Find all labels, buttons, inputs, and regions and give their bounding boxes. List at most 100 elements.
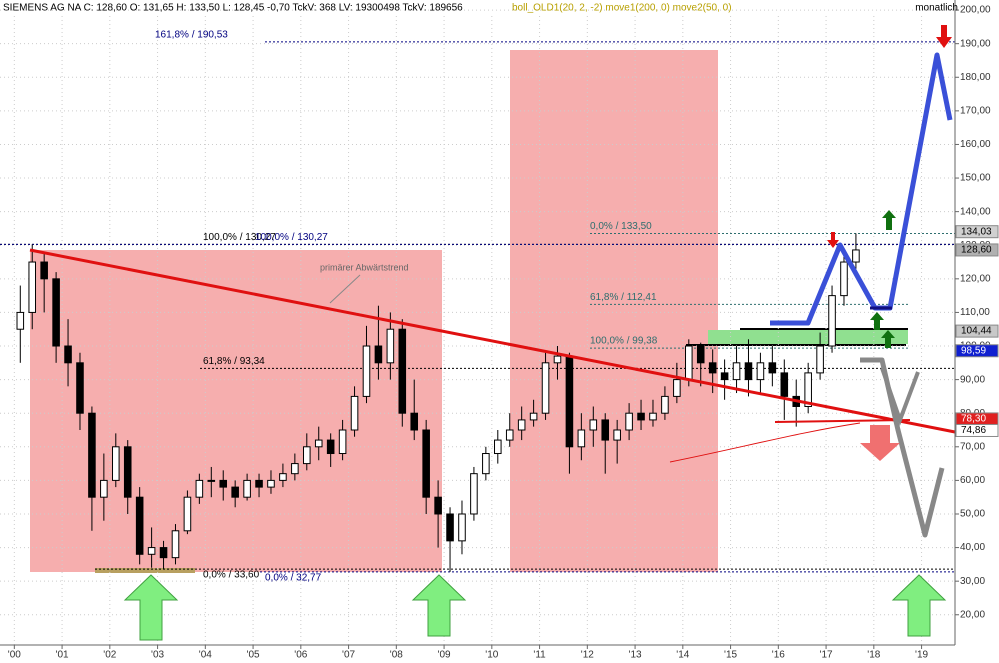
candle-body <box>685 345 693 381</box>
arrow-up <box>891 574 947 637</box>
fib-label: 0,0% / 133,50 <box>590 221 652 232</box>
zone-line <box>740 328 908 330</box>
candle-body <box>529 412 538 421</box>
y-tick-label: 30,00 <box>960 576 985 587</box>
x-tick-label: '07 <box>342 650 355 661</box>
moving-average <box>669 422 861 463</box>
x-tick-label: '19 <box>915 650 928 661</box>
candle-body <box>231 486 239 498</box>
candle-body <box>219 479 228 488</box>
y-tick-label: 60,00 <box>960 475 985 486</box>
x-tick-label: '06 <box>294 650 307 661</box>
price-tag-label: 104,44 <box>961 326 992 337</box>
x-tick-label: '11 <box>533 650 546 661</box>
y-tick-label: 180,00 <box>960 72 991 83</box>
arrow-up <box>123 574 179 641</box>
x-tick-label: '17 <box>820 650 833 661</box>
candle-body <box>422 429 430 498</box>
candle-body <box>720 372 729 381</box>
fib-label: 61,8% / 93,34 <box>203 356 265 367</box>
candle-body <box>625 412 633 431</box>
x-tick-label: '02 <box>103 650 116 661</box>
candle-body <box>100 479 108 498</box>
x-tick-label: '13 <box>629 650 642 661</box>
arrow-down <box>936 25 952 48</box>
candle-body <box>673 379 681 397</box>
annotation-arrow <box>329 274 361 304</box>
y-tick-label: 170,00 <box>960 106 991 117</box>
y-tick-label: 70,00 <box>960 441 985 452</box>
price-tag-label: 98,59 <box>961 345 986 356</box>
x-tick-label: '12 <box>581 650 594 661</box>
x-tick-label: '09 <box>438 650 451 661</box>
price-tag <box>955 225 999 239</box>
candle-body <box>613 429 621 441</box>
candle-body <box>744 362 753 381</box>
candle-body <box>207 479 216 482</box>
price-tag-label: 128,60 <box>961 245 992 256</box>
candle-body <box>828 295 836 347</box>
candle-body <box>589 419 598 431</box>
candle-body <box>88 412 96 498</box>
candle-body <box>243 479 251 498</box>
fib-label: 100,0% / 130,27 <box>203 232 276 243</box>
candle-body <box>565 355 574 448</box>
candle-body <box>28 261 37 313</box>
arrow-up <box>881 330 895 348</box>
price-tag <box>955 243 999 257</box>
projection-down <box>860 357 945 538</box>
candle-body <box>398 328 407 414</box>
candle-body <box>696 345 705 364</box>
zone-line <box>686 344 906 346</box>
fib-label: 100,0% / 130,27 <box>255 232 328 243</box>
indicators: boll_OLD1(20, 2, -2) move1(200, 0) move2… <box>512 3 732 14</box>
candle-body <box>52 278 60 347</box>
candle-body <box>446 513 454 542</box>
y-tick-label: 160,00 <box>960 139 991 150</box>
fib-label: 100,0% / 99,38 <box>590 336 658 347</box>
candle-body <box>326 439 335 455</box>
axes: 20,0030,0040,0050,0060,0070,0080,0090,00… <box>8 5 991 661</box>
candle-body <box>840 261 848 297</box>
candle-body <box>76 362 84 414</box>
grid <box>0 9 955 645</box>
x-tick-label: '03 <box>151 650 164 661</box>
candle-body <box>112 446 120 481</box>
zone <box>30 250 442 572</box>
x-tick-label: '18 <box>867 650 880 661</box>
candle-body <box>362 345 371 397</box>
y-tick-label: 40,00 <box>960 542 985 553</box>
candle-body <box>135 496 144 555</box>
candle-body <box>756 362 765 381</box>
candle-body <box>577 429 586 448</box>
candle-body <box>159 547 168 559</box>
candle-body <box>780 372 789 397</box>
arrow-up <box>882 210 896 230</box>
fib-label: 61,8% / 112,41 <box>590 292 657 303</box>
candle-body <box>267 479 275 488</box>
price-tag <box>955 324 999 338</box>
x-tick-label: '01 <box>56 650 69 661</box>
candle-body <box>553 355 562 364</box>
x-tick-label: '00 <box>8 650 21 661</box>
x-tick-label: '08 <box>390 650 403 661</box>
candle-body <box>303 446 311 465</box>
candle-body <box>171 530 180 559</box>
candle-body <box>314 439 323 448</box>
candle-body <box>541 362 550 414</box>
arrow-up <box>870 312 884 330</box>
x-tick-label: '10 <box>485 650 498 661</box>
arrow-down <box>827 232 839 248</box>
y-tick-label: 50,00 <box>960 509 985 520</box>
candle-body <box>183 496 192 532</box>
zone <box>510 50 718 572</box>
candle-body <box>255 479 263 488</box>
candle-body <box>816 345 824 374</box>
projection-down <box>880 367 920 426</box>
candle-body <box>458 513 466 542</box>
candle-body <box>482 453 490 475</box>
candle-body <box>505 429 514 441</box>
candle-body <box>291 463 299 475</box>
